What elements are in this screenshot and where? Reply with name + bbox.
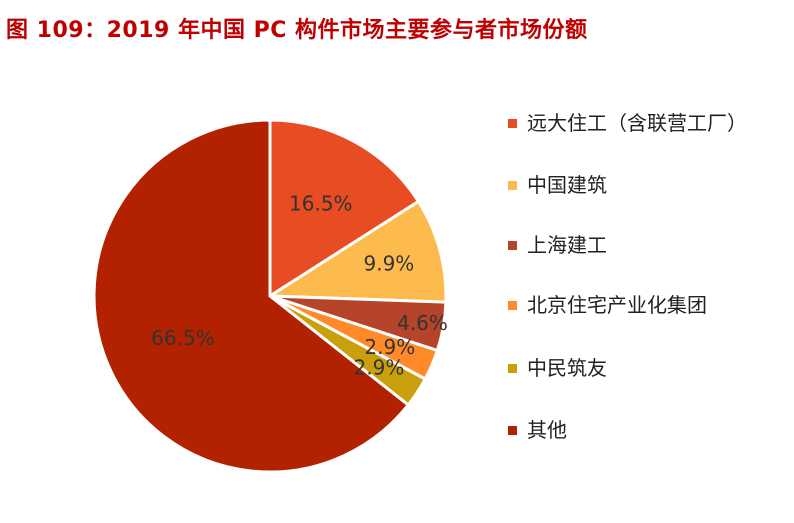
legend-swatch [508,119,517,128]
slice-data-label: 2.9% [364,335,415,359]
legend-item: 中国建筑 [508,170,772,200]
legend-swatch [508,426,517,435]
slice-data-label: 16.5% [289,191,353,215]
legend-label: 中民筑友 [527,356,607,380]
slice-data-label: 2.9% [354,355,405,379]
legend-swatch [508,241,517,250]
slice-data-label: 9.9% [363,252,414,276]
legend-swatch [508,364,517,373]
pie-slice [265,199,448,304]
legend-item: 上海建工 [508,230,772,260]
legend-item: 远大住工（含联营工厂） [508,108,772,138]
legend-label: 上海建工 [527,233,607,257]
legend-item: 中民筑友 [508,353,772,383]
pie-slice [92,118,411,474]
legend-swatch [508,181,517,190]
chart-title: 图 109：2019 年中国 PC 构件市场主要参与者市场份额 [6,18,588,43]
slice-data-label: 4.6% [397,311,448,335]
legend-item: 北京住宅产业化集团 [508,290,772,320]
legend-label: 中国建筑 [527,173,607,197]
legend-swatch [508,301,517,310]
legend-label: 北京住宅产业化集团 [527,293,707,317]
legend-label: 其他 [527,418,567,442]
slice-data-label: 66.5% [151,326,215,350]
pie-slice [268,118,421,299]
legend-label: 远大住工（含联营工厂） [527,111,747,135]
legend-item: 其他 [508,415,772,445]
